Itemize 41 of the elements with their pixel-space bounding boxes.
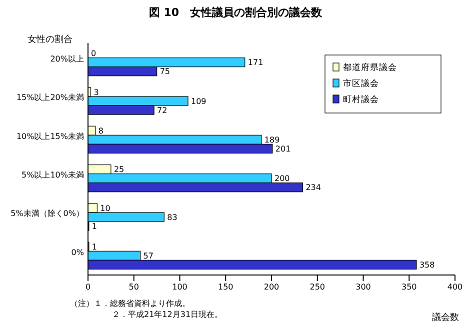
y-tick-label: 0% bbox=[71, 248, 84, 257]
data-label: 25 bbox=[114, 165, 124, 174]
legend-label: 市区議会 bbox=[343, 78, 379, 89]
x-tick-label: 300 bbox=[356, 282, 371, 292]
x-tick-label: 150 bbox=[218, 282, 234, 292]
data-label: 189 bbox=[264, 135, 280, 144]
data-label: 3 bbox=[94, 88, 99, 97]
y-tick-label: 15%以上20%未満 bbox=[16, 93, 84, 102]
x-tick-label: 0 bbox=[85, 282, 91, 292]
data-label: 8 bbox=[98, 126, 104, 136]
y-axis-title: 女性の割合 bbox=[28, 34, 72, 45]
data-label: 57 bbox=[143, 251, 154, 260]
legend-label: 町村議会 bbox=[343, 94, 379, 105]
x-tick-label: 250 bbox=[310, 282, 326, 292]
legend-label: 都道府県議会 bbox=[343, 62, 397, 73]
data-label: 358 bbox=[419, 260, 435, 270]
data-label: 10 bbox=[100, 204, 110, 213]
data-label: 0 bbox=[91, 49, 96, 58]
y-tick-label: 10%以上15%未満 bbox=[16, 132, 84, 141]
data-label: 234 bbox=[306, 183, 321, 192]
data-label: 83 bbox=[167, 212, 178, 222]
data-label: 1 bbox=[92, 242, 98, 252]
data-label: 200 bbox=[274, 174, 290, 184]
text: ２．平成21年12月31日現在。 bbox=[112, 310, 223, 319]
x-tick-label: 100 bbox=[172, 282, 188, 292]
x-axis-title: 議会数 bbox=[432, 312, 459, 323]
y-tick-label: 5%以上10%未満 bbox=[22, 170, 84, 180]
y-tick-label: 5%未満（除く0%） bbox=[10, 209, 84, 218]
data-label: 109 bbox=[191, 96, 206, 106]
x-tick-label: 200 bbox=[264, 282, 280, 292]
data-label: 1 bbox=[92, 222, 98, 231]
x-tick-label: 350 bbox=[401, 282, 417, 292]
chart-title: 図 10 女性議員の割合別の議会数 bbox=[148, 6, 324, 19]
y-tick-label: 20%以上 bbox=[50, 54, 84, 64]
data-label: 75 bbox=[160, 67, 170, 76]
x-tick-label: 50 bbox=[128, 282, 139, 292]
data-label: 171 bbox=[248, 58, 264, 68]
text: （注）１．総務省資料より作成。 bbox=[70, 299, 190, 308]
data-label: 72 bbox=[157, 106, 168, 115]
x-tick-label: 400 bbox=[447, 282, 463, 292]
data-label: 201 bbox=[275, 144, 291, 154]
